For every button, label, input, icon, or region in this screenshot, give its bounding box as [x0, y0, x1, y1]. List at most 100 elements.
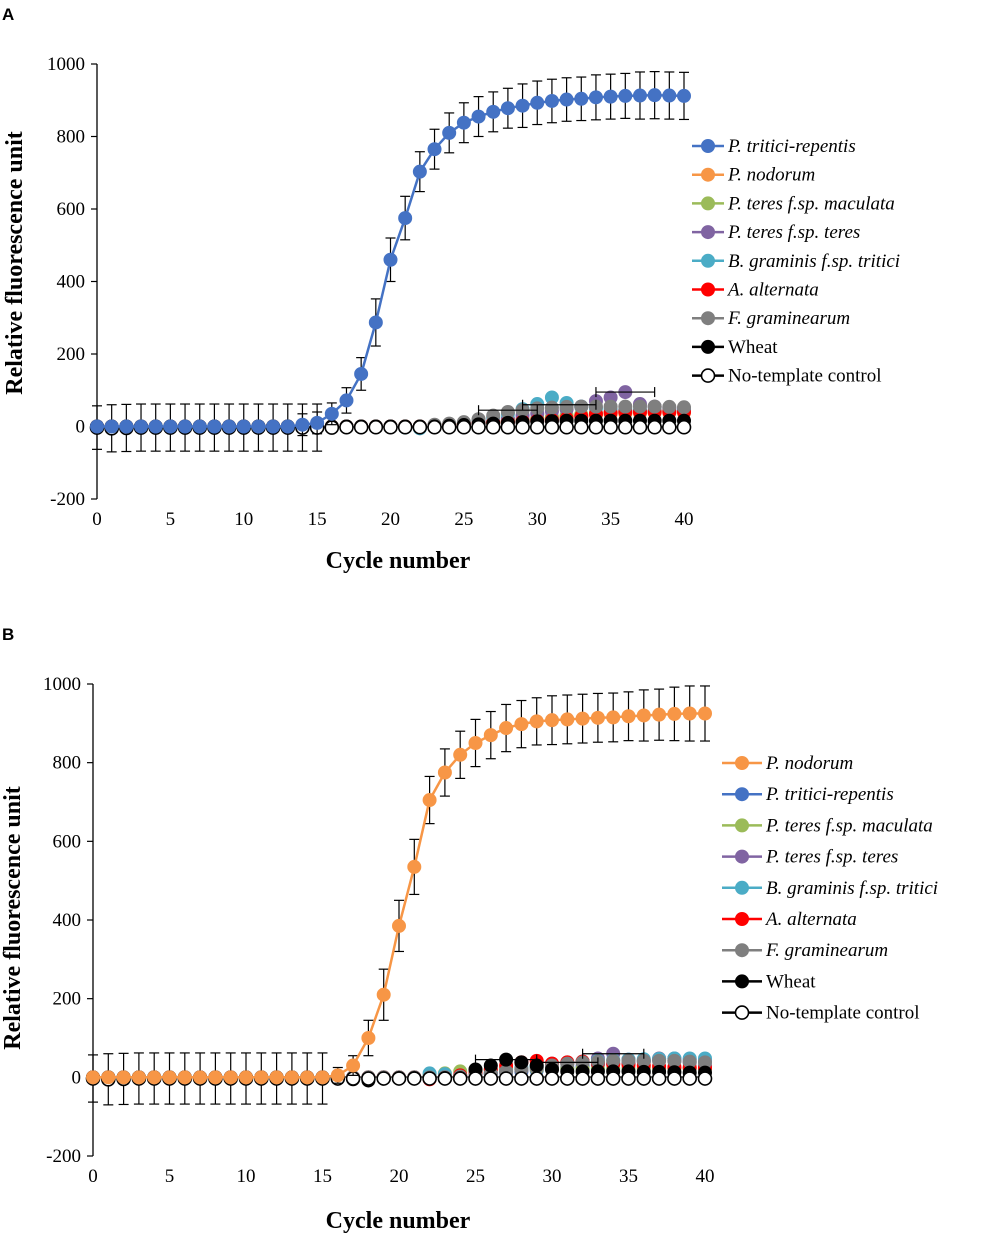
data-point: [605, 1071, 621, 1086]
data-point: [483, 1058, 498, 1073]
data-point: [588, 90, 603, 105]
data-point: [368, 419, 384, 435]
data-point: [544, 1071, 560, 1086]
y-tick-label: 1000: [47, 54, 85, 75]
data-point: [514, 1055, 529, 1070]
legend-label: P. teres f.sp. teres: [727, 222, 860, 243]
data-point: [208, 1070, 223, 1085]
data-point: [636, 708, 651, 723]
data-point: [530, 95, 545, 110]
data-point: [324, 406, 339, 421]
data-point: [162, 1070, 177, 1085]
legend-item-p-tritici-repentis: P. tritici-repentis: [722, 784, 894, 805]
legend-marker: [701, 311, 715, 326]
data-point: [647, 399, 662, 414]
data-point: [529, 419, 545, 435]
data-point: [647, 419, 662, 435]
data-point: [632, 88, 647, 103]
legend-label: F. graminearum: [727, 308, 850, 329]
data-point: [361, 1031, 376, 1045]
data-point: [361, 1071, 376, 1086]
data-point: [353, 419, 369, 435]
data-point: [330, 1068, 345, 1083]
data-point: [529, 714, 544, 729]
data-point: [559, 399, 574, 414]
legend-marker: [735, 818, 749, 833]
legend-label: P. nodorum: [727, 165, 815, 186]
data-point: [368, 315, 383, 330]
data-point: [662, 88, 677, 103]
x-tick-label: 10: [237, 1166, 256, 1187]
legend-label: P. tritici-repentis: [765, 784, 894, 805]
data-point: [177, 1070, 192, 1085]
legend-label: P. teres f.sp. maculata: [765, 815, 933, 836]
legend-item-f-graminearum: F. graminearum: [692, 308, 850, 329]
legend-label: No-template control: [766, 1003, 920, 1024]
data-point: [101, 1070, 116, 1085]
data-point: [498, 1071, 514, 1086]
legend-marker: [701, 339, 715, 354]
series-line: [93, 712, 705, 1079]
legend-marker: [735, 943, 749, 958]
data-point: [131, 1070, 146, 1085]
x-tick-label: 10: [234, 509, 253, 530]
data-point: [682, 706, 697, 721]
data-point: [280, 419, 295, 434]
data-point: [697, 1071, 713, 1086]
data-point: [437, 765, 452, 780]
y-tick-label: 1000: [43, 674, 81, 695]
data-point: [667, 1071, 682, 1086]
data-point: [397, 419, 413, 435]
data-point: [339, 393, 354, 408]
legend-marker: [735, 849, 749, 864]
data-point: [437, 1071, 453, 1086]
data-point: [392, 918, 406, 933]
x-tick-label: 30: [543, 1166, 562, 1187]
data-point: [618, 399, 633, 414]
data-point: [412, 419, 428, 435]
legend-label: A. alternata: [726, 280, 819, 301]
data-point: [116, 1070, 131, 1085]
y-tick-label: 200: [57, 344, 86, 365]
data-point: [406, 1071, 422, 1086]
data-point: [677, 400, 691, 415]
legend-label: P. tritici-repentis: [727, 136, 856, 157]
data-point: [223, 1070, 238, 1085]
data-point: [452, 1071, 468, 1086]
legend-marker: [735, 880, 749, 895]
data-point: [453, 747, 468, 762]
data-point: [662, 419, 677, 435]
x-tick-label: 35: [601, 509, 620, 530]
y-tick-label: 0: [72, 1067, 82, 1088]
y-tick-label: 200: [53, 989, 82, 1010]
x-axis-title: Cycle number: [326, 1208, 471, 1234]
data-point: [647, 88, 662, 103]
data-point: [442, 125, 457, 140]
legend-marker: [701, 196, 715, 211]
series-p-nodorum: [86, 685, 712, 1085]
data-point: [383, 419, 398, 435]
data-point: [412, 164, 427, 179]
data-point: [545, 713, 559, 728]
legend-marker: [700, 368, 716, 383]
data-point: [544, 400, 559, 415]
data-point: [236, 419, 251, 434]
data-point: [295, 417, 310, 432]
data-point: [471, 109, 486, 124]
data-point: [515, 419, 530, 435]
data-point: [514, 717, 529, 732]
data-point: [119, 419, 134, 434]
panel-label: A: [2, 5, 14, 24]
panel-b: B -200 0 200 400 600 800 1000 0 5 10 15 20 25 30 35 40 C…: [0, 625, 938, 1234]
data-point: [178, 419, 193, 434]
legend-marker: [735, 756, 749, 770]
legend-label: P. teres f.sp. teres: [765, 847, 898, 868]
data-point: [398, 211, 413, 226]
x-tick-label: 20: [390, 1166, 409, 1187]
legend-item-b-graminis-f-sp-tritici: B. graminis f.sp. tritici: [692, 251, 900, 272]
legend-marker: [701, 282, 715, 297]
legend-label: B. graminis f.sp. tritici: [766, 878, 938, 899]
x-tick-label: 30: [528, 509, 547, 530]
legend-item-b-graminis-f-sp-tritici: B. graminis f.sp. tritici: [722, 878, 938, 899]
legend-marker: [734, 1005, 750, 1020]
